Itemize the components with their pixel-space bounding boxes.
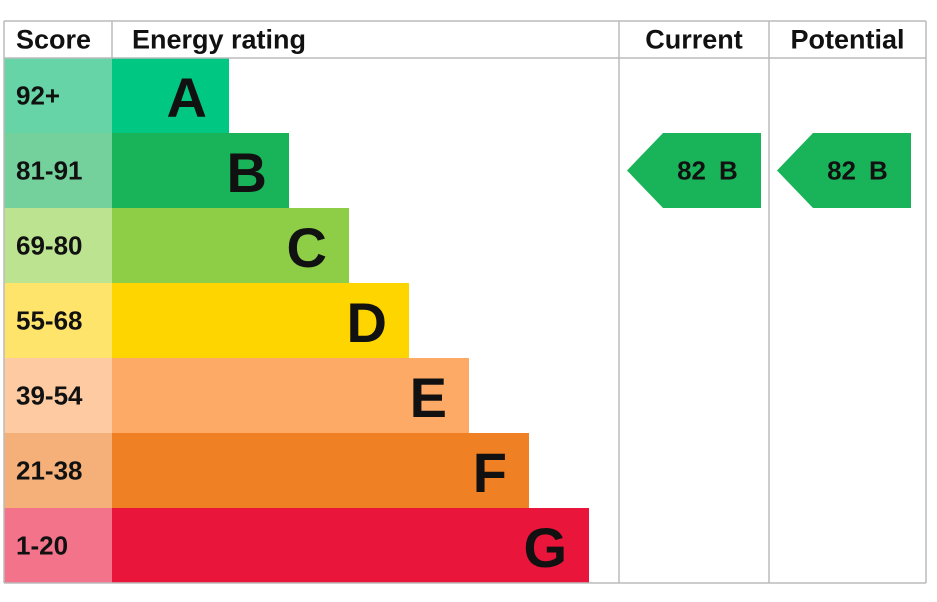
rating-letter: A bbox=[167, 66, 207, 129]
rating-bar bbox=[112, 358, 469, 433]
score-label: 69-80 bbox=[16, 231, 83, 261]
rating-letter: C bbox=[287, 216, 327, 279]
header-current: Current bbox=[645, 25, 743, 55]
score-cell bbox=[4, 58, 112, 133]
rating-bar bbox=[112, 283, 409, 358]
rating-bar bbox=[112, 133, 289, 208]
current-letter: B bbox=[719, 156, 738, 186]
score-cell bbox=[4, 208, 112, 283]
score-cell bbox=[4, 358, 112, 433]
rating-letter: D bbox=[347, 291, 387, 354]
header-score: Score bbox=[16, 25, 91, 55]
rating-letter: B bbox=[227, 141, 267, 204]
score-label: 1-20 bbox=[16, 531, 68, 561]
potential-letter: B bbox=[869, 156, 888, 186]
potential-value: 82 bbox=[827, 156, 856, 186]
rating-bar bbox=[112, 508, 589, 583]
current-value: 82 bbox=[677, 156, 706, 186]
potential-arrow bbox=[777, 133, 911, 208]
rating-letter: G bbox=[523, 516, 567, 579]
score-cell bbox=[4, 508, 112, 583]
header-potential: Potential bbox=[790, 25, 904, 55]
score-cell bbox=[4, 283, 112, 358]
score-cell bbox=[4, 133, 112, 208]
score-label: 92+ bbox=[16, 81, 60, 111]
score-label: 39-54 bbox=[16, 381, 83, 411]
score-label: 55-68 bbox=[16, 306, 83, 336]
rating-bar bbox=[112, 433, 529, 508]
rating-letter: E bbox=[410, 366, 447, 429]
rating-bar bbox=[112, 58, 229, 133]
rating-letter: F bbox=[473, 441, 507, 504]
score-label: 21-38 bbox=[16, 456, 83, 486]
rating-bar bbox=[112, 208, 349, 283]
current-arrow bbox=[627, 133, 761, 208]
score-label: 81-91 bbox=[16, 156, 83, 186]
score-cell bbox=[4, 433, 112, 508]
header-rating: Energy rating bbox=[132, 25, 306, 55]
